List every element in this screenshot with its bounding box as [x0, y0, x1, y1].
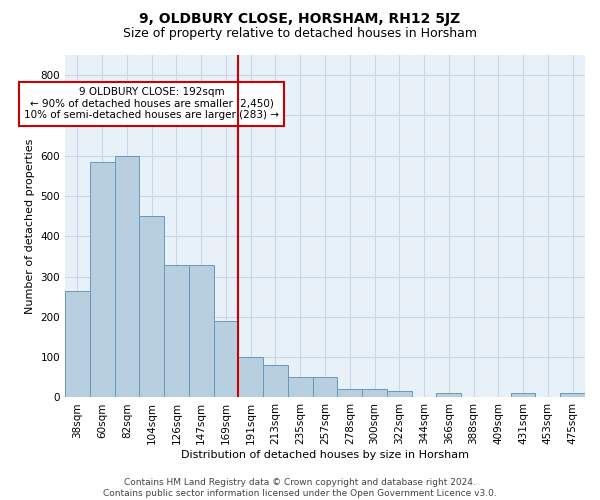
Bar [263, 365, 288, 398]
Text: Size of property relative to detached houses in Horsham: Size of property relative to detached ho… [123, 28, 477, 40]
Bar [90, 162, 115, 398]
Bar [511, 394, 535, 398]
Bar [362, 388, 387, 398]
Y-axis label: Number of detached properties: Number of detached properties [25, 138, 35, 314]
Bar [164, 264, 189, 398]
Bar [387, 390, 412, 398]
Text: 9 OLDBURY CLOSE: 192sqm
← 90% of detached houses are smaller (2,450)
10% of semi: 9 OLDBURY CLOSE: 192sqm ← 90% of detache… [24, 87, 279, 120]
Bar [288, 378, 313, 398]
Bar [436, 394, 461, 398]
Bar [337, 388, 362, 398]
Text: 9, OLDBURY CLOSE, HORSHAM, RH12 5JZ: 9, OLDBURY CLOSE, HORSHAM, RH12 5JZ [139, 12, 461, 26]
Bar [560, 394, 585, 398]
Bar [189, 264, 214, 398]
X-axis label: Distribution of detached houses by size in Horsham: Distribution of detached houses by size … [181, 450, 469, 460]
Bar [238, 357, 263, 398]
Bar [214, 321, 238, 398]
Bar [115, 156, 139, 398]
Bar [65, 290, 90, 398]
Bar [139, 216, 164, 398]
Bar [313, 378, 337, 398]
Text: Contains HM Land Registry data © Crown copyright and database right 2024.
Contai: Contains HM Land Registry data © Crown c… [103, 478, 497, 498]
